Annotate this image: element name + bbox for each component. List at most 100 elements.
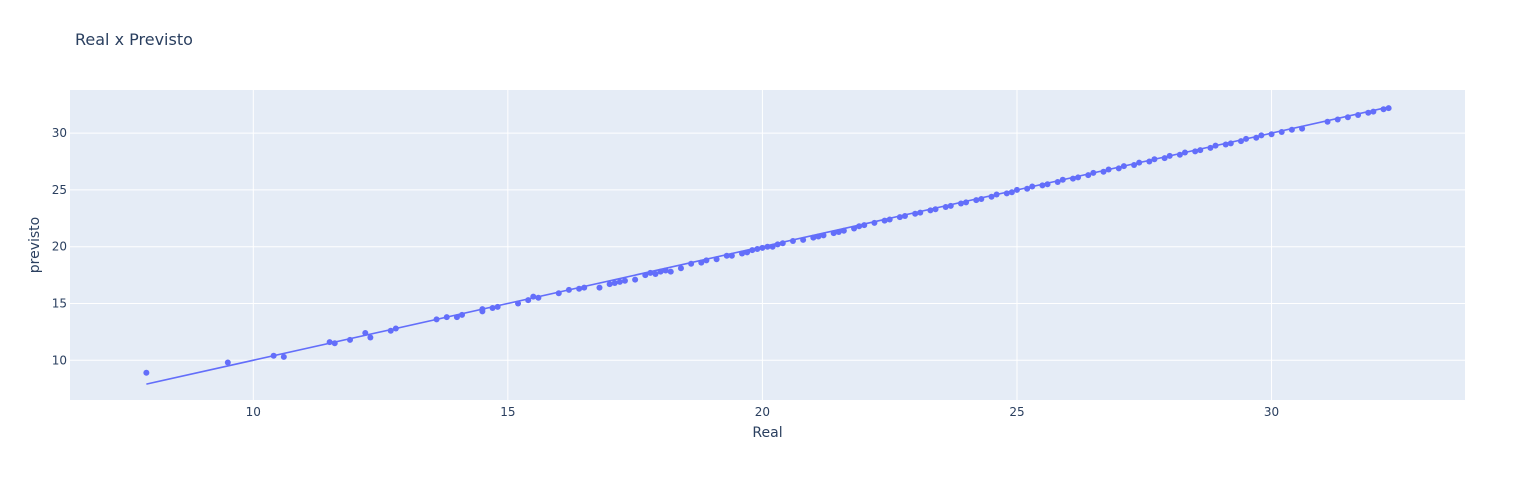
data-point (1344, 114, 1351, 121)
data-point (815, 233, 822, 240)
data-point (1212, 142, 1219, 149)
data-point (362, 330, 369, 337)
data-point (1105, 166, 1112, 173)
data-point (1146, 158, 1153, 165)
data-point (596, 284, 603, 291)
data-point (611, 280, 618, 287)
data-point (1197, 147, 1204, 154)
data-point (993, 191, 1000, 198)
data-point (326, 339, 333, 346)
x-tick-label: 25 (1009, 405, 1024, 419)
data-point (851, 225, 858, 232)
data-point (280, 353, 287, 360)
data-point (871, 219, 878, 226)
data-point (1324, 118, 1331, 125)
data-point (657, 268, 664, 275)
y-tick-label: 15 (52, 296, 67, 310)
data-point (932, 206, 939, 213)
x-axis-label: Real (752, 425, 782, 441)
data-point (713, 256, 720, 263)
data-point (779, 240, 786, 247)
data-point (652, 270, 659, 277)
data-point (367, 334, 374, 341)
data-point (1090, 169, 1097, 176)
data-point (433, 316, 440, 323)
data-point (1385, 105, 1392, 112)
data-point (744, 249, 751, 256)
data-point (331, 340, 338, 347)
data-point (1243, 135, 1250, 142)
data-point (1370, 108, 1377, 115)
data-point (489, 305, 496, 312)
data-point (957, 200, 964, 207)
data-point (1161, 155, 1168, 162)
data-point (1059, 176, 1066, 183)
data-point (1299, 125, 1306, 132)
data-point (1003, 190, 1010, 197)
data-point (581, 284, 588, 291)
data-point (830, 230, 837, 237)
data-point (886, 216, 893, 223)
data-point (1013, 186, 1020, 193)
data-point (978, 196, 985, 203)
data-point (723, 252, 730, 259)
chart-title: Real x Previsto (75, 30, 193, 49)
data-point (1207, 144, 1214, 151)
x-tick-label: 20 (755, 405, 770, 419)
data-point (749, 247, 756, 254)
data-point (1176, 151, 1183, 158)
data-point (912, 210, 919, 217)
y-tick-label: 20 (52, 240, 67, 254)
data-point (1120, 163, 1127, 170)
data-point (270, 352, 277, 359)
data-point (1237, 138, 1244, 145)
data-point (143, 369, 150, 376)
data-point (1181, 149, 1188, 156)
data-point (1044, 181, 1051, 188)
data-point (1136, 159, 1143, 166)
data-point (1054, 178, 1061, 185)
x-tick-label: 15 (500, 405, 515, 419)
data-point (1278, 129, 1285, 136)
data-point (1100, 168, 1107, 175)
data-point (861, 222, 868, 229)
data-point (621, 277, 628, 284)
x-tick-label: 10 (246, 405, 261, 419)
data-point (1008, 189, 1015, 196)
data-point (1365, 109, 1372, 116)
tick-labels: 10 15 20 25 30 10 15 20 25 30 (52, 126, 1279, 419)
data-point (728, 252, 735, 259)
data-point (347, 336, 354, 343)
data-point (1258, 132, 1265, 139)
data-point (224, 359, 231, 366)
grid (70, 90, 1465, 400)
data-point (647, 269, 654, 276)
y-tick-label: 30 (52, 126, 67, 140)
data-point (1085, 172, 1092, 179)
data-point (688, 260, 695, 267)
data-point (525, 297, 532, 304)
y-tick-label: 10 (52, 353, 67, 367)
data-point (565, 286, 572, 293)
data-point (963, 199, 970, 206)
data-point (800, 236, 807, 243)
data-point (494, 303, 501, 310)
data-point (973, 197, 980, 204)
data-point (1069, 175, 1076, 182)
data-point (789, 238, 796, 245)
data-point (1268, 131, 1275, 138)
series-points (143, 105, 1392, 376)
y-axis-label: previsto (27, 217, 43, 273)
data-point (739, 250, 746, 257)
data-point (764, 243, 771, 250)
data-point (632, 276, 639, 283)
data-point (988, 193, 995, 200)
data-point (387, 327, 394, 334)
data-point (606, 281, 613, 288)
y-tick-label: 25 (52, 183, 67, 197)
data-point (947, 202, 954, 209)
data-point (820, 232, 827, 239)
data-point (759, 244, 766, 251)
data-point (1222, 141, 1229, 148)
